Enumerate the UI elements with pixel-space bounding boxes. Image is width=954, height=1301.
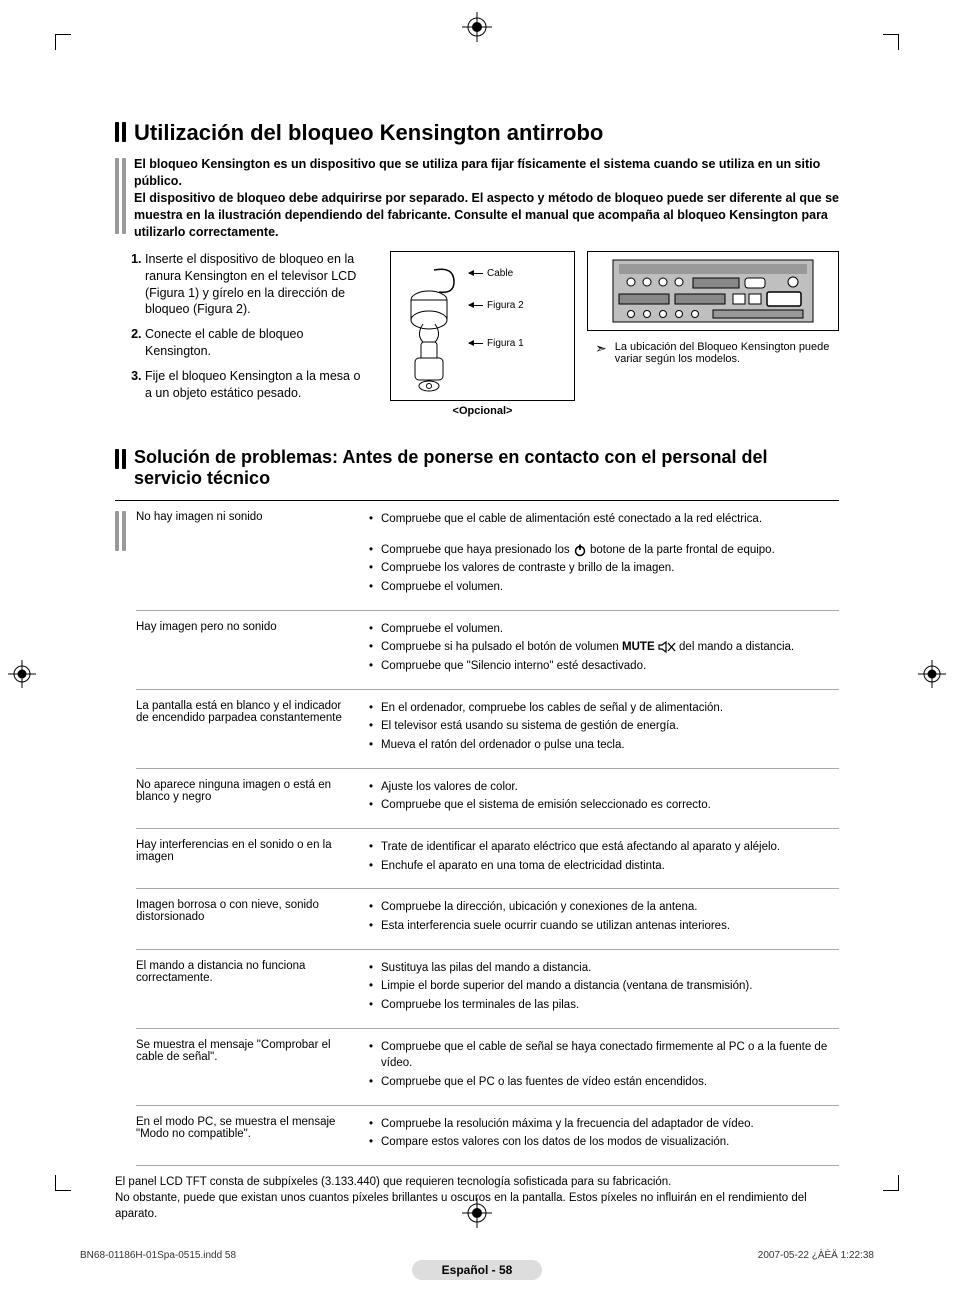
step-item: Inserte el dispositivo de bloqueo en la …: [145, 251, 370, 319]
kensington-lock-icon: [399, 262, 469, 392]
table-row: Hay interferencias en el sonido o en la …: [136, 829, 839, 889]
solution-item: Limpie el borde superior del mando a dis…: [367, 978, 833, 995]
tv-rear-panel-icon: [588, 252, 838, 330]
solution-cell: Ajuste los valores de color.Compruebe qu…: [361, 768, 839, 828]
troubleshooting-table: No hay imagen ni sonido Compruebe que el …: [136, 501, 839, 1166]
solution-item: Compruebe los valores de contraste y bri…: [367, 560, 833, 577]
panel-figure: ➣ La ubicación del Bloqueo Kensington pu…: [587, 251, 839, 365]
solution-item: Compare estos valores con los datos de l…: [367, 1134, 833, 1151]
table-row: En el modo PC, se muestra el mensaje "Mo…: [136, 1105, 839, 1165]
table-row: Se muestra el mensaje "Comprobar el cabl…: [136, 1028, 839, 1105]
solution-item: En el ordenador, compruebe los cables de…: [367, 700, 833, 717]
intro-bars-icon: [115, 501, 136, 1166]
table-row: Imagen borrosa o con nieve, sonido disto…: [136, 889, 839, 949]
registration-top-icon: [462, 12, 492, 45]
section1-body: Inserte el dispositivo de bloqueo en la …: [115, 251, 839, 417]
solution-cell: En el ordenador, compruebe los cables de…: [361, 689, 839, 768]
solution-item: Compruebe que el cable de señal se haya …: [367, 1039, 833, 1072]
heading-bars-icon: [115, 447, 126, 490]
crop-mark-icon: [55, 34, 85, 64]
footer: BN68-01186H-01Spa-0515.indd 58 2007-05-2…: [80, 1250, 874, 1261]
problem-cell: Se muestra el mensaje "Comprobar el cabl…: [136, 1028, 361, 1105]
problem-cell: No aparece ninguna imagen o está en blan…: [136, 768, 361, 828]
crop-mark-icon: [869, 1161, 899, 1191]
section1-title: Utilización del bloqueo Kensington antir…: [134, 120, 603, 146]
figure-cable-label: Cable: [487, 268, 513, 279]
section-heading: Solución de problemas: Antes de ponerse …: [115, 447, 839, 490]
table-row: El mando a distancia no funciona correct…: [136, 949, 839, 1028]
solution-item: Compruebe que haya presionado los botone…: [367, 542, 833, 559]
solution-item: Mueva el ratón del ordenador o pulse una…: [367, 737, 833, 754]
solution-cell: Compruebe que el cable de alimentación e…: [361, 501, 839, 610]
solution-cell: Sustituya las pilas del mando a distanci…: [361, 949, 839, 1028]
solution-cell: Compruebe la resolución máxima y la frec…: [361, 1105, 839, 1165]
solution-cell: Compruebe el volumen.Compruebe si ha pul…: [361, 610, 839, 689]
optional-label: <Opcional>: [390, 405, 575, 417]
solution-item: Ajuste los valores de color.: [367, 779, 833, 796]
problem-cell: El mando a distancia no funciona correct…: [136, 949, 361, 1028]
lock-figure: Cable Figura 2 Figura 1 <Opcional>: [390, 251, 575, 417]
solution-item: Compruebe que el PC o las fuentes de víd…: [367, 1074, 833, 1091]
intro-block: El bloqueo Kensington es un dispositivo …: [115, 156, 839, 240]
solution-item: Compruebe que "Silencio interno" esté de…: [367, 658, 833, 675]
crop-mark-icon: [869, 34, 899, 64]
steps-list: Inserte el dispositivo de bloqueo en la …: [115, 251, 370, 417]
problem-cell: Hay imagen pero no sonido: [136, 610, 361, 689]
step-item: Conecte el cable de bloqueo Kensington.: [145, 326, 370, 360]
problem-cell: La pantalla está en blanco y el indicado…: [136, 689, 361, 768]
solution-item: Enchufe el aparato en una toma de electr…: [367, 858, 833, 875]
table-row: Hay imagen pero no sonidoCompruebe el vo…: [136, 610, 839, 689]
problem-cell: Imagen borrosa o con nieve, sonido disto…: [136, 889, 361, 949]
content-area: Utilización del bloqueo Kensington antir…: [65, 100, 889, 1280]
problem-cell: En el modo PC, se muestra el mensaje "Mo…: [136, 1105, 361, 1165]
footer-left: BN68-01186H-01Spa-0515.indd 58: [80, 1250, 236, 1261]
footer-right: 2007-05-22 ¿ÀÈÄ 1:22:38: [758, 1250, 874, 1261]
note-arrow-icon: ➣: [595, 341, 607, 365]
registration-right-icon: [918, 660, 946, 691]
section1-intro: El bloqueo Kensington es un dispositivo …: [134, 156, 839, 240]
solution-cell: Compruebe la dirección, ubicación y cone…: [361, 889, 839, 949]
solution-item: Compruebe que el cable de alimentación e…: [367, 511, 833, 528]
section2-title: Solución de problemas: Antes de ponerse …: [134, 447, 839, 490]
heading-bars-icon: [115, 120, 126, 146]
table-row: No hay imagen ni sonido Compruebe que el …: [136, 501, 839, 610]
solution-item: Trate de identificar el aparato eléctric…: [367, 839, 833, 856]
solution-cell: Compruebe que el cable de señal se haya …: [361, 1028, 839, 1105]
solution-item: Compruebe la dirección, ubicación y cone…: [367, 899, 833, 916]
solution-item: Compruebe el volumen.: [367, 579, 833, 596]
solution-item: Compruebe la resolución máxima y la frec…: [367, 1116, 833, 1133]
registration-bottom-icon: [462, 1198, 492, 1231]
figure-area: Cable Figura 2 Figura 1 <Opcional>: [390, 251, 839, 417]
section-heading: Utilización del bloqueo Kensington antir…: [115, 120, 839, 146]
problem-cell: Hay interferencias en el sonido o en la …: [136, 829, 361, 889]
table-row: La pantalla está en blanco y el indicado…: [136, 689, 839, 768]
table-row: No aparece ninguna imagen o está en blan…: [136, 768, 839, 828]
figure1-label: Figura 1: [487, 338, 524, 349]
solution-item: Compruebe que el sistema de emisión sele…: [367, 797, 833, 814]
registration-left-icon: [8, 660, 36, 691]
solution-cell: Trate de identificar el aparato eléctric…: [361, 829, 839, 889]
solution-item: Compruebe los terminales de las pilas.: [367, 997, 833, 1014]
crop-mark-icon: [55, 1161, 85, 1191]
problem-cell: No hay imagen ni sonido: [136, 501, 361, 610]
solution-item: Esta interferencia suele ocurrir cuando …: [367, 918, 833, 935]
step-item: Fije el bloqueo Kensington a la mesa o a…: [145, 368, 370, 402]
page-number: Español - 58: [412, 1260, 542, 1280]
solution-item: Compruebe si ha pulsado el botón de volu…: [367, 639, 833, 656]
figure2-label: Figura 2: [487, 300, 524, 311]
intro-bars-icon: [115, 156, 126, 232]
figure-note: La ubicación del Bloqueo Kensington pued…: [615, 341, 831, 365]
solution-item: Compruebe el volumen.: [367, 621, 833, 638]
solution-item: Sustituya las pilas del mando a distanci…: [367, 960, 833, 977]
solution-item: El televisor está usando su sistema de g…: [367, 718, 833, 735]
page: Utilización del bloqueo Kensington antir…: [0, 0, 954, 1301]
